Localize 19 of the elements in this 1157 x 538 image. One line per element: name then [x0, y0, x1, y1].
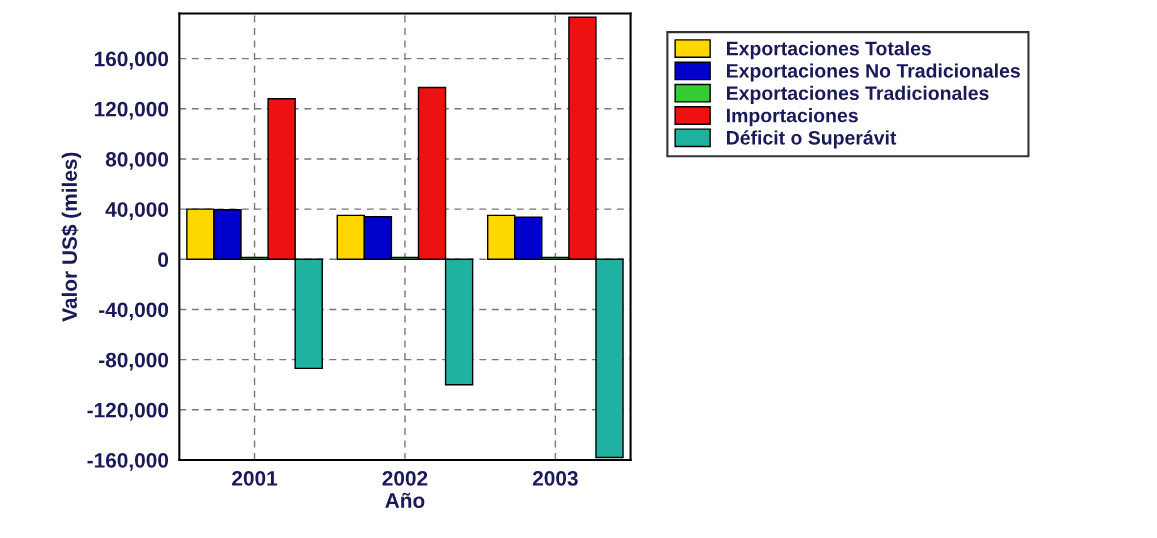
y-axis-title: Valor US$ (miles): [61, 152, 82, 322]
x-tick-label: 2001: [232, 470, 278, 486]
y-tick-label: -40,000: [99, 302, 169, 321]
x-tick-label: 2003: [532, 470, 578, 486]
y-tick-label: -80,000: [99, 352, 169, 371]
y-tick-label: -120,000: [87, 402, 169, 421]
legend-label: Déficit o Superávit: [726, 130, 897, 149]
y-tick-label: 160,000: [94, 51, 169, 70]
x-tick-label: 2002: [382, 470, 428, 486]
y-tick-label: 0: [158, 252, 169, 268]
legend-label: Exportaciones Totales: [726, 41, 931, 60]
y-tick-label: 80,000: [105, 151, 169, 170]
y-tick-label: -160,000: [87, 452, 169, 471]
legend-label: Exportaciones No Tradicionales: [726, 63, 1020, 82]
y-tick-label: 120,000: [94, 101, 169, 120]
legend-label: Importaciones: [726, 108, 858, 127]
x-axis-title: Año: [385, 492, 425, 508]
y-tick-label: 40,000: [105, 202, 169, 220]
legend-label: Exportaciones Tradicionales: [726, 85, 989, 104]
